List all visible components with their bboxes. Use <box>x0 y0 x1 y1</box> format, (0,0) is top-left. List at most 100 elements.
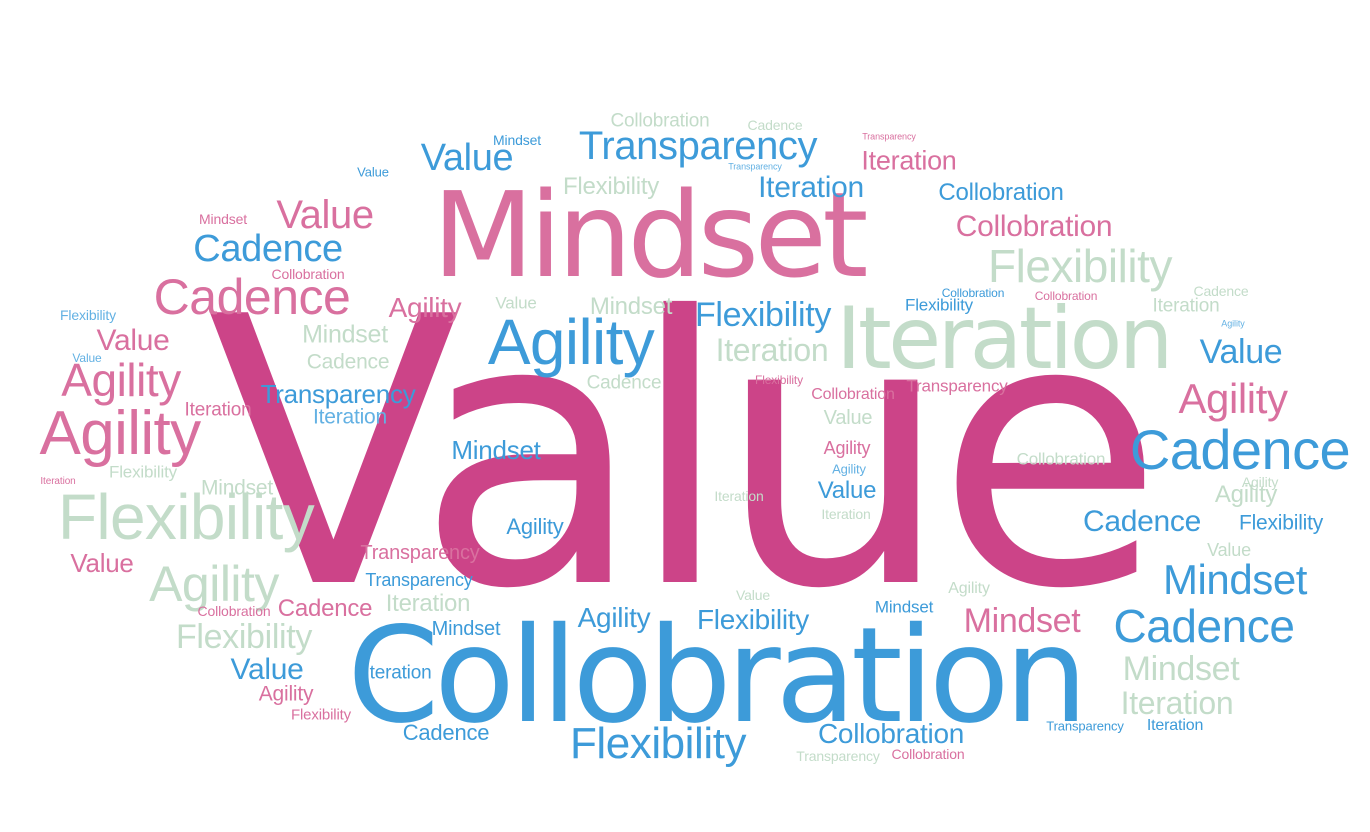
word-value: Iteration <box>714 488 764 504</box>
word-collobration: Flexibility <box>569 719 747 768</box>
word-iteration: Iteration <box>861 145 957 176</box>
word-flexibility: Agility <box>832 461 866 477</box>
word-collobration: Collobration <box>891 746 965 762</box>
word-mindset-large: Mindset <box>432 166 868 304</box>
word-value: Iteration <box>313 405 387 429</box>
word-transparency: Agility <box>1214 481 1278 508</box>
word-flexibility: Cadence <box>402 720 490 745</box>
word-iteration: Flexibility <box>290 706 352 724</box>
word-iteration-large: Iteration <box>836 289 1173 389</box>
word-collobration: Collobration <box>941 286 1005 300</box>
word-mindset: Agility <box>1178 375 1288 422</box>
word-flexibility: Value <box>735 587 771 603</box>
word-cadence: Mindset <box>589 293 673 320</box>
word-cadence: Collobration <box>811 386 895 403</box>
word-cadence: Value <box>495 293 537 313</box>
word-collobration: Collobration <box>1034 289 1098 303</box>
word-value: Agility <box>388 292 462 323</box>
word-value: Transparency <box>260 379 416 409</box>
word-transparency: Flexibility <box>904 295 974 315</box>
word-agility: Cadence <box>1129 418 1351 481</box>
word-flexibility: Flexibility <box>59 307 117 323</box>
word-transparency: Iteration <box>1152 295 1220 317</box>
word-value: Agility <box>487 306 655 378</box>
word-value-hero: Value <box>206 240 1164 670</box>
word-agility: Iteration <box>364 662 432 684</box>
word-collobration: Collobration <box>271 266 345 282</box>
word-flexibility: Flexibility <box>562 173 660 200</box>
word-iteration: Mindset <box>200 476 274 500</box>
word-mindset: Mindset <box>302 320 388 349</box>
word-transparency: Cadence <box>1083 505 1201 538</box>
word-flexibility: Mindset <box>1122 650 1240 688</box>
word-value: Value <box>276 193 374 237</box>
word-agility: Flexibility <box>1238 511 1324 535</box>
word-agility: Agility <box>823 438 871 458</box>
word-transparency: Transparency <box>578 124 818 168</box>
word-iteration: Mindset <box>431 618 501 640</box>
word-collobration: Value <box>72 351 102 365</box>
word-mindset: Mindset <box>874 597 934 617</box>
word-transparency: Iteration <box>40 476 76 487</box>
word-flexibility: Flexibility <box>987 240 1173 292</box>
word-mindset: Mindset <box>963 602 1081 640</box>
word-value: Value <box>420 137 514 179</box>
word-agility: Agility <box>149 556 279 612</box>
word-iteration: Agility <box>61 354 181 406</box>
word-collobration: Collobration <box>610 110 710 132</box>
word-mindset: Iteration <box>821 506 871 522</box>
word-iteration: Iteration <box>385 590 471 617</box>
word-mindset: Collobration <box>197 603 271 619</box>
word-transparency: Agility <box>1221 318 1245 329</box>
word-flexibility: Flexibility <box>696 604 810 635</box>
word-agility: Value <box>823 407 873 429</box>
word-cadence: Agility <box>948 580 990 597</box>
word-collobration: Value <box>96 324 170 357</box>
word-cadence: Cadence <box>1193 283 1249 299</box>
word-iteration: Agility <box>1241 474 1279 490</box>
word-transparency: Transparency <box>862 131 916 142</box>
word-collobration: Collobration <box>955 210 1113 243</box>
word-flexibility: Cadence <box>306 350 390 374</box>
word-value: Value <box>817 477 877 504</box>
word-collobration-large: Collobration <box>347 599 1088 753</box>
word-mindset: Mindset <box>198 211 248 227</box>
word-collobration: Collobration <box>938 179 1064 206</box>
word-mindset: Agility <box>258 682 314 706</box>
word-value: Value <box>357 164 389 180</box>
word-agility: Value <box>1199 333 1283 371</box>
word-iteration: Cadence <box>586 372 662 394</box>
word-transparency: Transparency <box>728 161 782 172</box>
word-agility: Transparency <box>360 542 480 564</box>
word-mindset: Cadence <box>1113 600 1295 652</box>
word-cadence: Iteration <box>1120 685 1234 721</box>
word-agility: Agility <box>506 514 564 539</box>
word-agility: Agility <box>39 399 201 468</box>
word-transparency: Transparency <box>1046 718 1124 734</box>
word-cadence: Mindset <box>451 435 541 465</box>
word-iteration: Iteration <box>1146 717 1204 734</box>
word-cadence: Transparency <box>365 570 473 590</box>
word-transparency: Collobration <box>817 718 965 749</box>
word-iteration: Iteration <box>758 171 864 204</box>
word-cadence: Cadence <box>747 117 803 133</box>
word-mindset: Transparency <box>906 376 1008 396</box>
word-cadence: Cadence <box>193 228 343 270</box>
word-value: Flexibility <box>57 481 315 553</box>
word-agility: Iteration <box>715 332 829 368</box>
word-value: Value <box>70 548 134 578</box>
word-flexibility: Collobration <box>1016 449 1106 469</box>
word-cadence: Cadence <box>153 269 351 325</box>
word-value: Cadence <box>277 595 373 622</box>
word-collobration: Flexibility <box>754 373 804 387</box>
word-flexibility: Transparency <box>796 748 880 764</box>
word-mindset: Mindset <box>492 132 542 148</box>
word-mindset: Value <box>230 653 304 686</box>
word-iteration: Iteration <box>184 399 252 421</box>
word-agility: Agility <box>577 602 651 633</box>
word-collobration: Value <box>1207 540 1251 560</box>
word-flexibility: Flexibility <box>108 462 178 482</box>
word-value: Flexibility <box>694 296 832 334</box>
word-iteration: Mindset <box>1162 556 1308 603</box>
